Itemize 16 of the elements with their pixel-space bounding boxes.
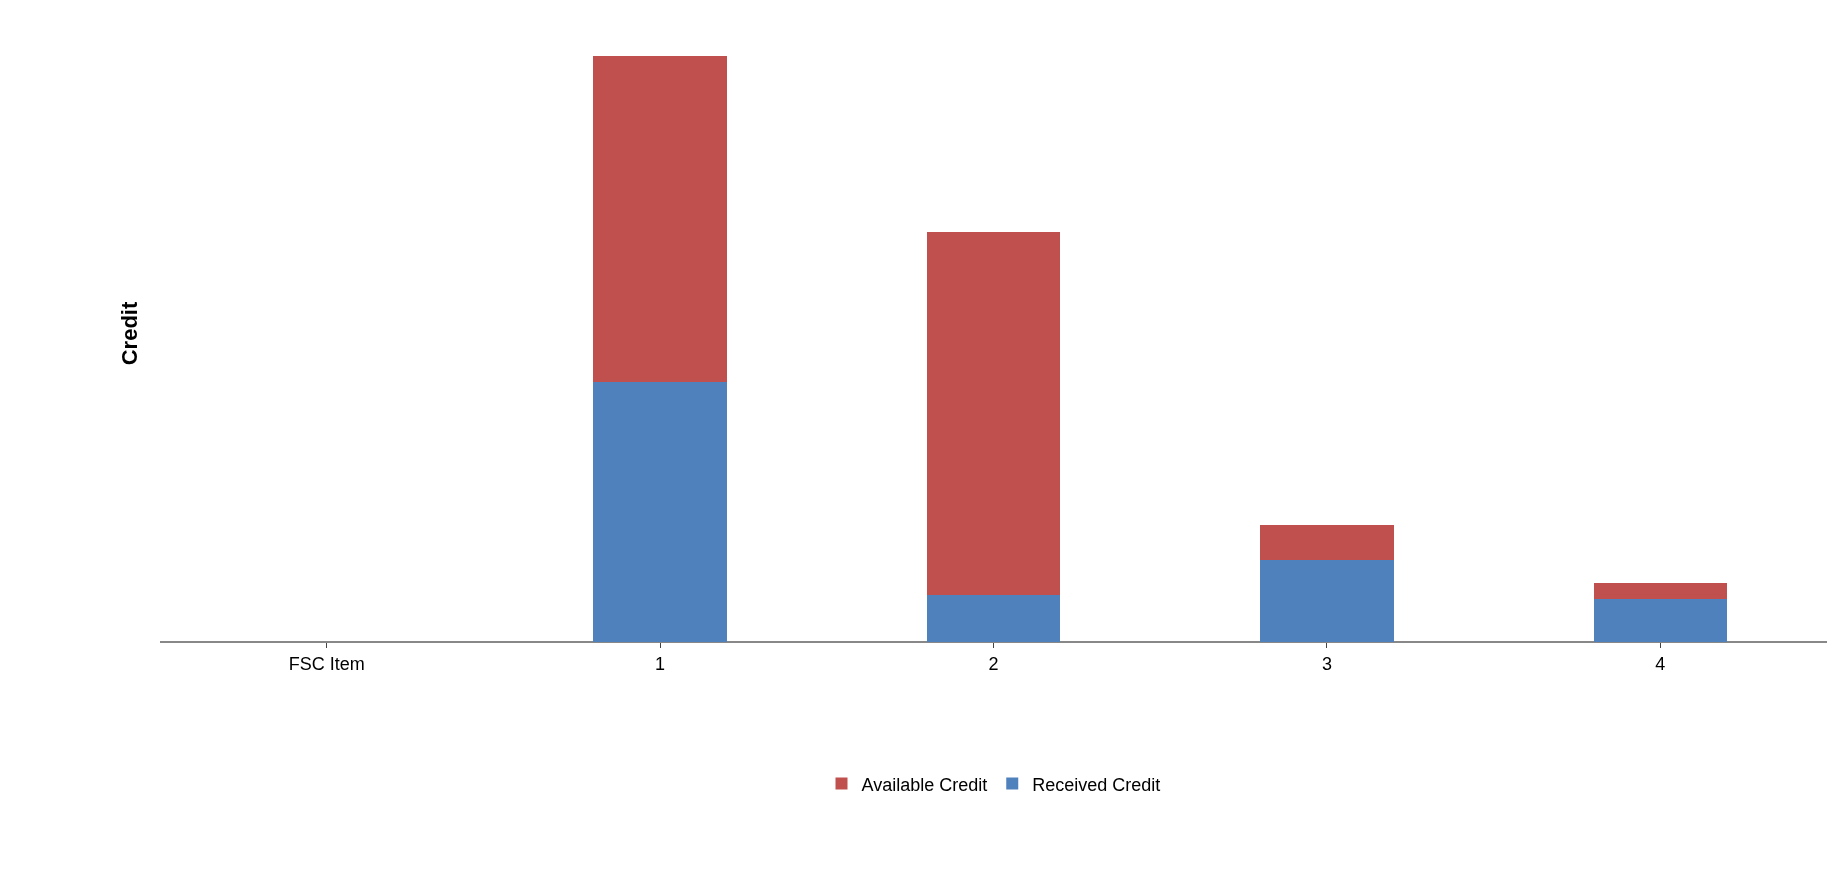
bar bbox=[1260, 524, 1394, 560]
bar bbox=[593, 381, 727, 642]
legend-label: Available Credit bbox=[861, 774, 988, 795]
y-axis-title: Credit bbox=[116, 301, 142, 366]
x-tick-label: 3 bbox=[1321, 653, 1332, 674]
x-tick-label: 1 bbox=[655, 653, 666, 674]
x-tick-label: 2 bbox=[988, 653, 999, 674]
x-tick-label: FSC Item bbox=[288, 653, 365, 674]
legend-label: Received Credit bbox=[1032, 774, 1161, 795]
bar bbox=[926, 595, 1061, 642]
bar bbox=[593, 55, 727, 382]
x-tick-label: 4 bbox=[1655, 653, 1666, 674]
bar bbox=[1593, 583, 1727, 599]
bar bbox=[1260, 559, 1394, 642]
bar bbox=[1593, 598, 1727, 642]
bar bbox=[926, 231, 1061, 596]
